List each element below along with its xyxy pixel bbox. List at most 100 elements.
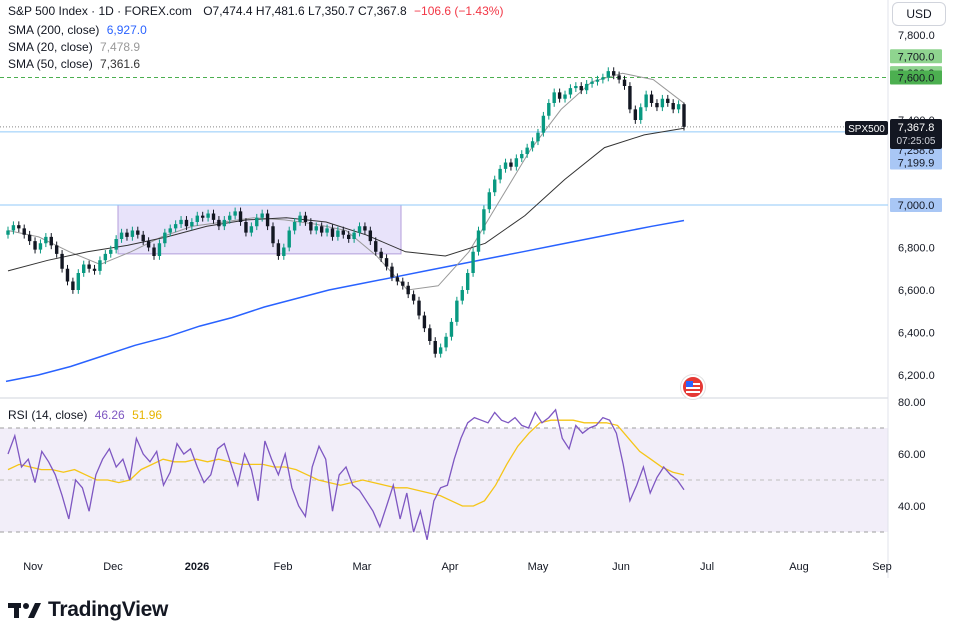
- candle-body[interactable]: [471, 251, 475, 273]
- candle-body[interactable]: [27, 234, 32, 242]
- candle-body[interactable]: [633, 109, 638, 120]
- candle-body[interactable]: [92, 268, 97, 271]
- candle-body[interactable]: [655, 103, 659, 108]
- candle-body[interactable]: [260, 213, 264, 218]
- candle-body[interactable]: [217, 219, 221, 227]
- candle-body[interactable]: [628, 86, 632, 110]
- candle-body[interactable]: [590, 81, 594, 84]
- currency-button[interactable]: USD: [892, 2, 946, 26]
- candle-body[interactable]: [444, 336, 448, 348]
- candle-body[interactable]: [438, 347, 443, 354]
- candle-body[interactable]: [682, 104, 686, 127]
- us-flag-icon[interactable]: [681, 375, 705, 399]
- candle-body[interactable]: [357, 226, 362, 233]
- candle-body[interactable]: [22, 228, 26, 235]
- candle-body[interactable]: [336, 230, 340, 237]
- candle-body[interactable]: [163, 232, 167, 244]
- candle-body[interactable]: [314, 226, 318, 231]
- candle-body[interactable]: [195, 215, 199, 222]
- candle-body[interactable]: [341, 230, 345, 235]
- candle-body[interactable]: [465, 273, 470, 290]
- candle-body[interactable]: [455, 300, 459, 322]
- candle-body[interactable]: [319, 226, 324, 233]
- candle-body[interactable]: [71, 281, 75, 291]
- candle-body[interactable]: [168, 228, 172, 233]
- rsi-line[interactable]: [7, 408, 685, 540]
- sma50-legend[interactable]: SMA (50, close) 7,361.6: [8, 57, 140, 71]
- candle-body[interactable]: [325, 228, 329, 233]
- candle-body[interactable]: [579, 86, 583, 91]
- candle-body[interactable]: [17, 225, 21, 229]
- candle-body[interactable]: [622, 79, 627, 86]
- candle-body[interactable]: [611, 71, 616, 76]
- candle-body[interactable]: [82, 264, 86, 274]
- candle-body[interactable]: [530, 141, 535, 148]
- candle-body[interactable]: [503, 162, 508, 169]
- main-legend[interactable]: S&P 500 Index · 1D · FOREX.com O7,474.4 …: [8, 4, 503, 18]
- sma20-legend[interactable]: SMA (20, close) 7,478.9: [8, 40, 140, 54]
- candle-body[interactable]: [38, 243, 43, 250]
- candle-body[interactable]: [228, 215, 232, 220]
- candle-body[interactable]: [103, 253, 108, 261]
- candle-body[interactable]: [406, 285, 410, 295]
- symbol-line[interactable]: S&P 500 Index · 1D · FOREX.com: [8, 4, 192, 18]
- candle-body[interactable]: [460, 290, 464, 301]
- candle-body[interactable]: [309, 222, 313, 231]
- candle-body[interactable]: [498, 168, 502, 180]
- candle-body[interactable]: [390, 266, 394, 278]
- candle-body[interactable]: [487, 192, 492, 210]
- candle-body[interactable]: [417, 300, 421, 316]
- candle-body[interactable]: [568, 88, 573, 95]
- candle-body[interactable]: [87, 264, 91, 269]
- candle-body[interactable]: [644, 94, 648, 108]
- candle-body[interactable]: [54, 245, 59, 254]
- candle-body[interactable]: [422, 315, 427, 329]
- sma200-legend[interactable]: SMA (200, close) 6,927.0: [8, 23, 147, 37]
- candle-body[interactable]: [368, 230, 373, 242]
- candle-body[interactable]: [649, 94, 654, 104]
- candle-body[interactable]: [152, 247, 156, 257]
- candle-body[interactable]: [449, 321, 454, 337]
- candle-body[interactable]: [109, 249, 113, 254]
- candle-body[interactable]: [482, 209, 486, 231]
- candle-body[interactable]: [244, 222, 248, 233]
- candle-body[interactable]: [33, 241, 37, 250]
- candle-body[interactable]: [98, 260, 102, 271]
- candle-body[interactable]: [574, 86, 578, 89]
- candle-body[interactable]: [157, 243, 162, 256]
- candle-body[interactable]: [200, 215, 205, 218]
- candle-body[interactable]: [676, 104, 681, 110]
- candle-body[interactable]: [233, 211, 237, 216]
- candle-body[interactable]: [552, 92, 556, 103]
- candle-body[interactable]: [238, 211, 243, 222]
- candle-body[interactable]: [563, 94, 567, 99]
- candle-body[interactable]: [525, 147, 529, 154]
- candle-body[interactable]: [125, 232, 129, 237]
- candle-body[interactable]: [476, 230, 481, 252]
- candle-body[interactable]: [395, 277, 400, 282]
- candle-body[interactable]: [173, 224, 178, 229]
- candle-body[interactable]: [514, 158, 519, 167]
- candle-body[interactable]: [271, 226, 275, 244]
- candle-body[interactable]: [146, 241, 151, 248]
- sma200-line[interactable]: [5, 219, 685, 383]
- candle-body[interactable]: [292, 222, 297, 231]
- candle-body[interactable]: [255, 217, 259, 227]
- candle-body[interactable]: [303, 215, 308, 222]
- candle-body[interactable]: [352, 232, 356, 239]
- candle-body[interactable]: [44, 236, 48, 244]
- candle-body[interactable]: [287, 230, 291, 248]
- candle-body[interactable]: [76, 273, 81, 290]
- candle-body[interactable]: [347, 234, 351, 239]
- candle-body[interactable]: [184, 219, 189, 227]
- candle-body[interactable]: [60, 253, 64, 269]
- candle-body[interactable]: [276, 243, 281, 256]
- candle-body[interactable]: [617, 75, 621, 80]
- candle-body[interactable]: [584, 83, 589, 91]
- candle-body[interactable]: [666, 98, 670, 103]
- candle-body[interactable]: [509, 162, 513, 167]
- candle-body[interactable]: [547, 103, 551, 116]
- candle-body[interactable]: [249, 226, 254, 233]
- candle-body[interactable]: [49, 236, 53, 246]
- candle-body[interactable]: [433, 341, 437, 354]
